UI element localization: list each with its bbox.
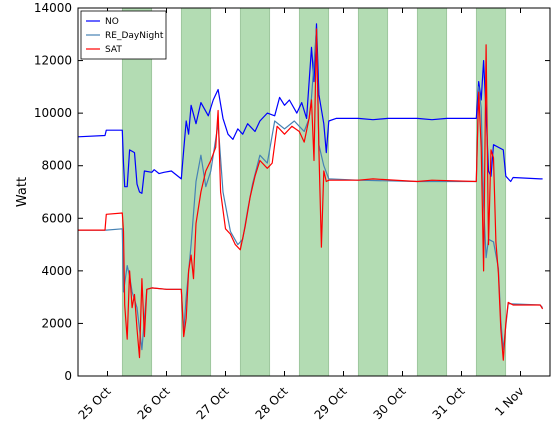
- y-tick-label: 4000: [41, 264, 72, 278]
- shaded-band-6: [416, 7, 448, 377]
- y-tick-label: 14000: [34, 1, 72, 15]
- y-tick-label: 0: [64, 369, 72, 383]
- y-tick-label: 6000: [41, 211, 72, 225]
- y-axis: 0 2000 4000 6000 8000 10000 12000 14000: [34, 1, 550, 383]
- legend-label-re_daynight: RE_DayNight: [105, 31, 164, 41]
- series-line-no: [77, 23, 543, 194]
- y-tick-label: 8000: [41, 159, 72, 173]
- shaded-band-1: [121, 7, 153, 377]
- plot-frame: [77, 7, 551, 377]
- y-axis-label: Watt: [15, 177, 30, 207]
- series-lines: [77, 23, 544, 361]
- series-line-sat: [78, 28, 544, 361]
- y-tick-label: 10000: [34, 106, 72, 120]
- shaded-band-3: [239, 7, 271, 377]
- legend-label-no: NO: [105, 17, 119, 27]
- y-tick-label: 2000: [41, 316, 72, 330]
- legend-label-sat: SAT: [105, 45, 122, 55]
- legend: NO RE_DayNight SAT: [80, 10, 167, 60]
- y-tick-label: 12000: [34, 54, 72, 68]
- shaded-band-5: [357, 7, 389, 377]
